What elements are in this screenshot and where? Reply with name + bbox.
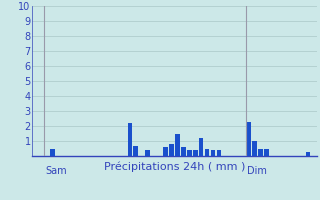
Bar <box>193 150 197 156</box>
Bar <box>252 141 257 156</box>
X-axis label: Précipitations 24h ( mm ): Précipitations 24h ( mm ) <box>104 162 245 172</box>
Text: Dim: Dim <box>247 166 267 177</box>
Bar <box>181 147 186 156</box>
Bar <box>145 150 150 156</box>
Bar <box>128 123 132 156</box>
Bar <box>264 148 269 156</box>
Bar <box>50 148 55 156</box>
Bar <box>133 146 138 156</box>
Bar <box>187 150 192 156</box>
Bar <box>211 150 215 156</box>
Bar <box>258 148 263 156</box>
Text: Sam: Sam <box>46 166 67 177</box>
Bar <box>306 152 310 156</box>
Bar <box>175 134 180 156</box>
Bar <box>205 148 209 156</box>
Bar <box>217 150 221 156</box>
Bar <box>246 121 251 156</box>
Bar <box>169 144 174 156</box>
Bar <box>163 147 168 156</box>
Bar <box>199 138 204 156</box>
